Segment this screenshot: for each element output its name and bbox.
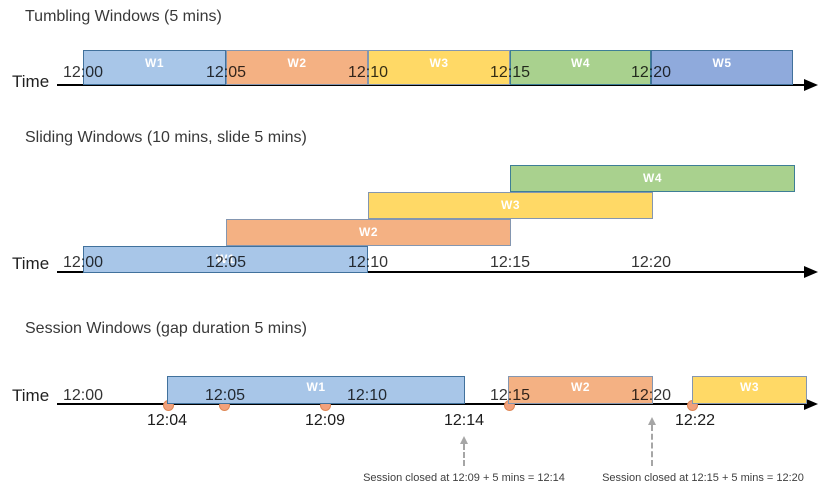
sliding-tick-label: 12:05 xyxy=(205,254,247,271)
tumbling-window-label-w1: W1 xyxy=(145,56,164,70)
sliding-tick-label: 12:20 xyxy=(630,254,672,271)
tumbling-time-axis-label: Time xyxy=(12,72,50,91)
sliding-window-w2 xyxy=(226,219,511,246)
sliding-window-label-w4: W4 xyxy=(643,171,662,185)
tumbling-window-label-w4: W4 xyxy=(571,56,590,70)
tumbling-tick-label: 12:20 xyxy=(630,64,672,81)
sliding-window-label-w3: W3 xyxy=(501,198,520,212)
session-tick-label: 12:00 xyxy=(62,387,104,404)
sliding-time-axis-label: Time xyxy=(12,254,50,273)
session-window-label-w2: W2 xyxy=(571,380,590,394)
session-time-axis-label: Time xyxy=(12,386,50,405)
tumbling-tick-label: 12:00 xyxy=(62,64,104,81)
sliding-window-label-w2: W2 xyxy=(359,225,378,239)
session-closed-note: Session closed at 12:15 + 5 mins = 12:20 xyxy=(602,472,804,484)
sliding-window-label-w1: W1 xyxy=(216,252,235,266)
session-tick-label: 12:15 xyxy=(489,387,531,404)
tumbling-axis-arrowhead xyxy=(804,79,818,91)
sliding-tick-label: 12:00 xyxy=(62,254,104,271)
tumbling-window-w4 xyxy=(510,50,651,85)
session-tick-label: 12:10 xyxy=(346,387,388,404)
tumbling-window-w2 xyxy=(226,50,368,85)
sliding-tick-label: 12:15 xyxy=(489,254,531,271)
session-window-w2 xyxy=(508,376,653,404)
tumbling-window-w5 xyxy=(651,50,793,85)
session-tick-label: 12:05 xyxy=(204,387,246,404)
tumbling-tick-label: 12:05 xyxy=(205,64,247,81)
sliding-section-title: Sliding Windows (10 mins, slide 5 mins) xyxy=(25,129,307,146)
sliding-timeline-axis xyxy=(57,271,806,273)
tumbling-window-w3 xyxy=(368,50,510,85)
tumbling-tick-label: 12:15 xyxy=(489,64,531,81)
session-timeline-axis xyxy=(57,403,806,405)
sliding-window-w4 xyxy=(510,165,795,192)
session-event-time-label: 12:09 xyxy=(304,412,346,429)
sliding-window-w1 xyxy=(83,246,368,273)
tumbling-window-label-w5: W5 xyxy=(712,56,732,70)
session-dashed-arrow-head xyxy=(648,417,656,425)
session-window-w1 xyxy=(167,376,465,404)
session-tick-label: 12:20 xyxy=(630,387,672,404)
tumbling-tick-label: 12:10 xyxy=(347,64,389,81)
session-closed-note: Session closed at 12:09 + 5 mins = 12:14 xyxy=(363,472,565,484)
tumbling-window-w1 xyxy=(83,50,226,85)
session-axis-arrowhead xyxy=(804,398,818,410)
session-section-title: Session Windows (gap duration 5 mins) xyxy=(25,320,307,337)
session-window-w3 xyxy=(692,376,807,404)
session-dashed-arrow xyxy=(463,444,465,466)
session-window-label-w3: W3 xyxy=(740,380,759,394)
session-event-time-label: 12:14 xyxy=(443,412,485,429)
tumbling-section-title: Tumbling Windows (5 mins) xyxy=(25,8,222,25)
session-event-time-label: 12:04 xyxy=(146,412,188,429)
session-dashed-arrow-head xyxy=(460,436,468,444)
sliding-axis-arrowhead xyxy=(804,266,818,278)
sliding-tick-label: 12:10 xyxy=(347,254,389,271)
sliding-window-w3 xyxy=(368,192,653,219)
tumbling-timeline-axis xyxy=(57,84,806,86)
session-event-time-label: 12:22 xyxy=(674,412,716,429)
session-dashed-arrow xyxy=(651,425,653,466)
session-window-label-w1: W1 xyxy=(306,380,326,394)
tumbling-window-label-w2: W2 xyxy=(287,56,307,70)
tumbling-window-label-w3: W3 xyxy=(429,56,449,70)
